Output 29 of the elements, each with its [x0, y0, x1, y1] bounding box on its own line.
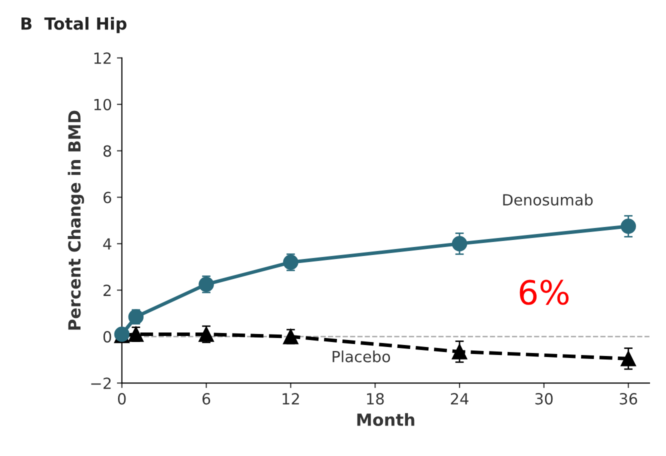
y-tick-label: 8	[103, 145, 112, 157]
y-tick-label: 0	[103, 331, 112, 343]
y-tick-label: 4	[103, 238, 112, 250]
annotation: 6%	[520, 280, 569, 305]
point	[620, 351, 636, 366]
y-axis-title: Percent Change in BMD	[68, 110, 84, 330]
point	[452, 236, 468, 252]
point	[128, 309, 144, 324]
chart-title: B Total Hip	[22, 16, 126, 34]
series-label: Denosumab	[503, 194, 593, 206]
y-tick-label: 6	[104, 192, 112, 204]
series-label: Placebo	[332, 350, 390, 362]
x-tick-label: 18	[367, 393, 384, 405]
y-tick-label: −2	[91, 378, 111, 389]
x-tick-label: 30	[535, 393, 553, 405]
x-tick-label: 24	[450, 393, 468, 404]
point	[283, 254, 298, 270]
point	[198, 326, 214, 342]
x-axis-title: Month	[357, 413, 414, 426]
x-tick-label: 12	[282, 393, 299, 404]
point	[452, 344, 468, 360]
point	[620, 218, 636, 234]
x-tick-label: 36	[620, 393, 638, 405]
y-tick-label: 2	[104, 284, 111, 296]
y-tick-label: 10	[94, 98, 112, 110]
y-tick-label: 12	[94, 52, 111, 64]
x-tick-label: 6	[202, 393, 210, 405]
point	[128, 326, 144, 342]
x-tick-label: 0	[118, 393, 126, 405]
